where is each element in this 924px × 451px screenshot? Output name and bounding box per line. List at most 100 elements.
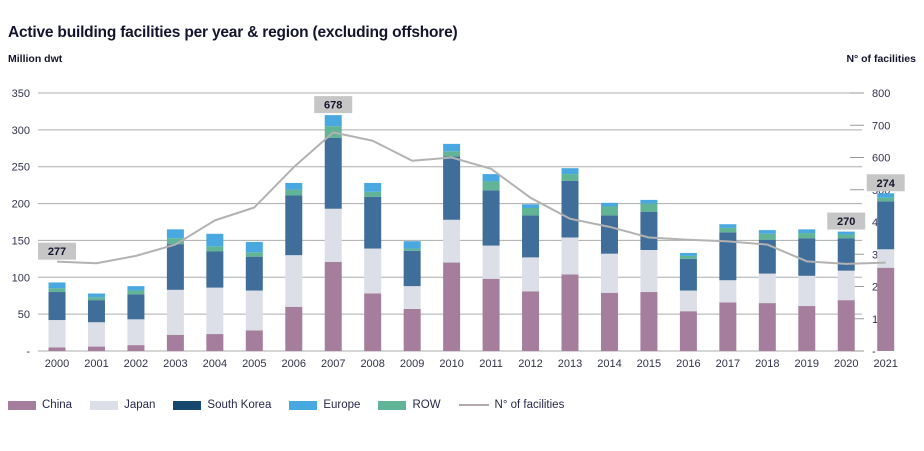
bar-segment-south-korea	[206, 251, 224, 288]
bar-segment-europe	[206, 233, 224, 247]
legend-color-swatch	[173, 400, 202, 410]
bar-segment-japan	[600, 253, 618, 293]
bar-segment-south-korea	[798, 238, 816, 276]
left-axis-tick-label: 150	[12, 235, 30, 247]
bar-segment-row	[679, 255, 697, 259]
bar-segment-row	[166, 238, 184, 245]
bar-segment-china	[522, 291, 540, 351]
legend-color-swatch	[8, 400, 36, 410]
right-axis-caption: N° of facilities	[846, 53, 916, 65]
legend-label: South Korea	[207, 399, 272, 411]
bar-segment-row	[719, 227, 737, 233]
bar-segment-japan	[206, 287, 224, 335]
bar-segment-europe	[482, 174, 500, 182]
bar-segment-china	[206, 334, 224, 351]
bar-segment-europe	[679, 252, 697, 256]
bar-segment-south-korea	[245, 256, 263, 291]
bar-segment-china	[640, 292, 658, 351]
x-axis-label: 2001	[84, 358, 108, 370]
bar-segment-japan	[758, 273, 776, 304]
bar-segment-europe	[127, 286, 145, 291]
bar-segment-europe	[87, 293, 105, 298]
x-axis-label: 2005	[242, 358, 266, 370]
bar-segment-china	[166, 334, 184, 351]
legend-label: China	[42, 399, 73, 411]
left-axis-caption: Million dwt	[8, 53, 63, 65]
x-axis-label: 2012	[518, 358, 542, 370]
bar-segment-row	[522, 207, 540, 216]
callout-box	[866, 174, 905, 192]
bar-segment-row	[443, 151, 461, 157]
legend-item-south-korea[interactable]: South Korea	[173, 399, 271, 411]
bar-segment-japan	[87, 322, 105, 347]
bar-segment-japan	[403, 286, 421, 309]
bar-segment-china	[837, 300, 855, 351]
bar-segment-china	[561, 274, 579, 351]
bar-segment-south-korea	[679, 258, 697, 291]
bar-segment-japan	[719, 280, 737, 303]
bar-segment-china	[443, 262, 461, 351]
bar-segment-japan	[285, 255, 303, 307]
x-axis-label: 2000	[45, 358, 69, 370]
legend-item-n-of-facilities[interactable]: N° of facilities	[458, 399, 565, 411]
callout-box	[38, 242, 76, 260]
right-axis-tick-label: 800	[872, 88, 890, 100]
bar-segment-china	[877, 267, 895, 351]
bar-segment-row	[640, 203, 658, 212]
bar-segment-row	[561, 174, 579, 181]
bar-segment-japan	[166, 289, 184, 335]
bar-segment-japan	[798, 275, 816, 307]
legend-item-row[interactable]: ROW	[378, 399, 441, 411]
bar-segment-europe	[48, 282, 66, 289]
bar-segment-japan	[679, 290, 697, 312]
bar-segment-south-korea	[87, 300, 105, 323]
bar-segment-japan	[443, 219, 461, 263]
bar-segment-china	[364, 293, 382, 351]
bar-segment-europe	[758, 230, 776, 234]
bar-segment-south-korea	[364, 196, 382, 249]
x-axis-label: 2009	[400, 358, 424, 370]
bar-segment-south-korea	[719, 232, 737, 281]
bar-segment-europe	[443, 143, 461, 152]
right-axis-tick-label: 700	[872, 120, 890, 132]
left-axis-tick-label: 350	[12, 88, 30, 100]
bar-segment-south-korea	[758, 239, 776, 274]
facilities-line	[56, 131, 886, 265]
legend-item-europe[interactable]: Europe	[289, 399, 360, 411]
x-axis-label: 2003	[163, 358, 187, 370]
bar-segment-south-korea	[837, 238, 855, 271]
bar-segment-south-korea	[561, 180, 579, 238]
legend-item-china[interactable]: China	[8, 399, 72, 411]
bar-segment-row	[48, 288, 66, 293]
x-axis-label: 2007	[321, 358, 345, 370]
callout-value: 274	[877, 178, 896, 190]
bar-segment-europe	[285, 182, 303, 190]
bar-segment-europe	[324, 115, 342, 127]
right-axis-tick-label: -	[872, 346, 876, 358]
bar-segment-japan	[561, 237, 579, 275]
bar-segment-south-korea	[640, 211, 658, 251]
bar-segment-japan	[48, 320, 66, 348]
bar-segment-europe	[403, 241, 421, 249]
legend-color-swatch	[90, 400, 119, 410]
legend-item-japan[interactable]: Japan	[90, 399, 155, 411]
left-axis-tick-label: 250	[12, 162, 30, 174]
bar-segment-row	[206, 246, 224, 252]
bar-segment-china	[127, 345, 145, 351]
legend-color-swatch	[289, 400, 318, 410]
bar-segment-japan	[877, 249, 895, 268]
bar-segment-south-korea	[166, 244, 184, 290]
x-axis-label: 2011	[479, 358, 503, 370]
bar-segment-china	[600, 292, 618, 351]
bar-segment-china	[719, 302, 737, 351]
bar-segment-europe	[522, 204, 540, 208]
legend-label: Europe	[323, 399, 361, 411]
left-axis-tick-label: 300	[12, 125, 30, 137]
x-axis-label: 2014	[597, 358, 621, 370]
bar-segment-south-korea	[285, 195, 303, 256]
legend-label: Japan	[124, 399, 156, 411]
bar-segment-row	[364, 191, 382, 197]
legend-label: N° of facilities	[494, 399, 565, 411]
bar-segment-china	[48, 347, 66, 351]
left-axis-tick-label: 200	[12, 199, 30, 211]
